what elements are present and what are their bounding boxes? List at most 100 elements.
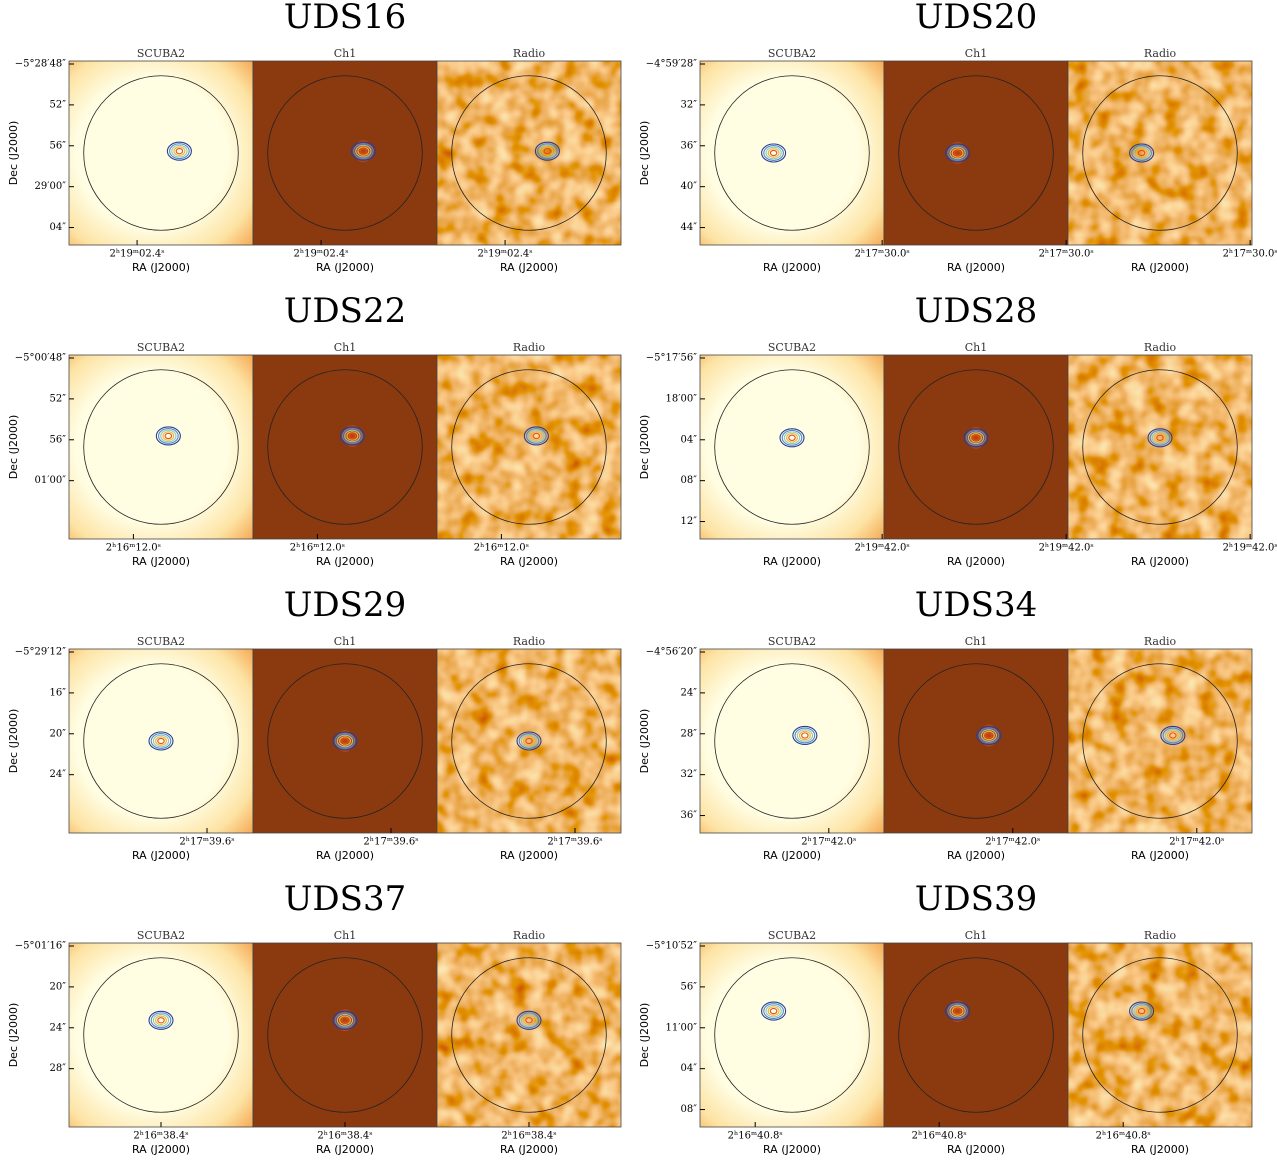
contour bbox=[951, 148, 964, 158]
x-axis-label: RA (J2000) bbox=[500, 261, 558, 274]
contour bbox=[1164, 729, 1182, 742]
contour bbox=[985, 732, 993, 739]
y-tick-label: −5°10′52″ bbox=[646, 941, 697, 952]
contour bbox=[171, 144, 188, 158]
contour bbox=[334, 733, 356, 749]
x-axis-label: RA (J2000) bbox=[500, 1143, 558, 1156]
contour bbox=[798, 730, 811, 741]
panel-image bbox=[884, 943, 1068, 1127]
panel-frame bbox=[436, 60, 622, 246]
contour bbox=[769, 149, 778, 157]
x-tick-label: 2ʰ16ᵐ12.0ˢ bbox=[106, 543, 161, 554]
contour bbox=[945, 143, 971, 163]
contour bbox=[173, 146, 186, 156]
contour bbox=[1160, 725, 1186, 746]
group-title: UDS16 bbox=[284, 0, 406, 37]
contour bbox=[767, 1006, 780, 1016]
contour bbox=[175, 148, 184, 155]
panel-frame bbox=[1067, 354, 1253, 540]
x-tick-label: 2ʰ19ᵐ02.4ˢ bbox=[293, 249, 348, 260]
y-axis-label: Dec (J2000) bbox=[638, 121, 651, 186]
y-tick-label: 20″ bbox=[50, 981, 67, 992]
contour bbox=[160, 429, 177, 443]
contour bbox=[1169, 732, 1177, 739]
beam-circle bbox=[83, 369, 239, 525]
contour bbox=[152, 1013, 170, 1027]
ch1-source bbox=[967, 426, 985, 449]
x-axis-label: RA (J2000) bbox=[1131, 1143, 1189, 1156]
x-tick-label: 2ʰ16ᵐ12.0ˢ bbox=[290, 543, 345, 554]
panel-name: Ch1 bbox=[334, 47, 357, 60]
y-tick-label: 52″ bbox=[50, 393, 67, 404]
contour bbox=[528, 429, 545, 443]
contour bbox=[355, 144, 372, 158]
panel-name: Ch1 bbox=[334, 929, 357, 942]
group-title: UDS20 bbox=[915, 0, 1037, 37]
contour bbox=[155, 736, 167, 746]
contour bbox=[339, 426, 365, 446]
panel-name: Ch1 bbox=[965, 47, 988, 60]
y-tick-label: 29′00″ bbox=[35, 181, 67, 192]
beam-circle bbox=[451, 957, 607, 1113]
x-tick-label: 2ʰ17ᵐ39.6ˢ bbox=[547, 837, 602, 848]
y-tick-label: 01′00″ bbox=[35, 475, 67, 486]
contour bbox=[353, 143, 374, 160]
panel-image bbox=[69, 355, 253, 539]
contour bbox=[526, 428, 547, 444]
radio-noise bbox=[437, 355, 621, 539]
beam-circle bbox=[83, 75, 239, 231]
x-axis-label: RA (J2000) bbox=[1131, 261, 1189, 274]
x-axis-label: RA (J2000) bbox=[316, 261, 374, 274]
contour bbox=[516, 731, 542, 751]
beam-circle bbox=[898, 75, 1054, 231]
x-tick-label: 2ʰ17ᵐ39.6ˢ bbox=[179, 837, 234, 848]
x-tick-label: 2ʰ17ᵐ42.0ˢ bbox=[985, 837, 1040, 848]
contour bbox=[949, 146, 966, 160]
x-tick-label: 2ʰ16ᵐ12.0ˢ bbox=[474, 543, 529, 554]
x-tick-label: 2ʰ17ᵐ30.0ˢ bbox=[1223, 249, 1277, 260]
panel-name: Radio bbox=[1144, 47, 1177, 60]
y-tick-label: 56″ bbox=[681, 981, 698, 992]
y-tick-label: 16″ bbox=[50, 687, 67, 698]
x-tick-label: 2ʰ17ᵐ42.0ˢ bbox=[801, 837, 856, 848]
panel-name: Radio bbox=[513, 635, 546, 648]
panel-name: Ch1 bbox=[965, 929, 988, 942]
contour bbox=[1135, 148, 1148, 158]
beam-circle bbox=[267, 663, 423, 819]
radio-noise bbox=[437, 61, 621, 245]
y-tick-label: 08″ bbox=[681, 1104, 698, 1115]
contour bbox=[792, 725, 818, 746]
y-tick-label: 56″ bbox=[50, 434, 67, 445]
contour bbox=[157, 737, 165, 745]
beam-circle bbox=[267, 369, 423, 525]
contour bbox=[779, 428, 805, 448]
x-tick-label: 2ʰ19ᵐ02.4ˢ bbox=[109, 249, 164, 260]
x-tick-label: 2ʰ19ᵐ42.0ˢ bbox=[1223, 543, 1277, 554]
y-tick-label: 44″ bbox=[681, 222, 698, 233]
contour bbox=[976, 725, 1002, 746]
y-axis-label: Dec (J2000) bbox=[638, 415, 651, 480]
contour bbox=[794, 727, 816, 744]
radio-noise bbox=[1068, 61, 1252, 245]
y-axis-label: Dec (J2000) bbox=[7, 709, 20, 774]
contour bbox=[761, 143, 787, 163]
beam-circle bbox=[898, 957, 1054, 1113]
panel-frame bbox=[1067, 648, 1253, 834]
x-axis-label: RA (J2000) bbox=[763, 1143, 821, 1156]
contour bbox=[788, 434, 796, 441]
contour bbox=[339, 736, 351, 746]
x-tick-label: 2ʰ17ᵐ30.0ˢ bbox=[855, 249, 910, 260]
beam-circle bbox=[83, 957, 239, 1113]
contour bbox=[523, 426, 549, 446]
x-tick-label: 2ʰ19ᵐ42.0ˢ bbox=[855, 543, 910, 554]
x-tick-label: 2ʰ16ᵐ38.4ˢ bbox=[501, 1131, 556, 1142]
y-tick-label: 56″ bbox=[50, 140, 67, 151]
x-axis-label: RA (J2000) bbox=[1131, 849, 1189, 862]
panel-name: SCUBA2 bbox=[768, 341, 816, 354]
panel-image bbox=[884, 61, 1068, 245]
contour bbox=[761, 1001, 787, 1021]
contour bbox=[1154, 433, 1166, 443]
contour bbox=[518, 733, 540, 749]
x-axis-label: RA (J2000) bbox=[947, 261, 1005, 274]
